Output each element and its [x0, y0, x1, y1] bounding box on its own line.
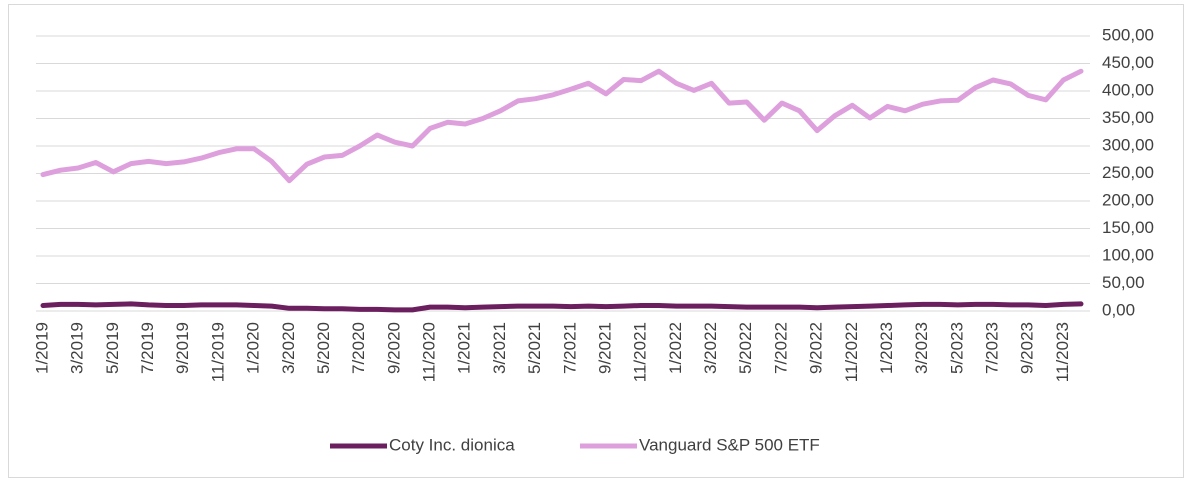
x-tick-label: 1/2022 — [666, 322, 685, 374]
y-tick-label: 450,00 — [1102, 53, 1154, 72]
y-tick-label: 350,00 — [1102, 108, 1154, 127]
x-tick-label: 5/2021 — [525, 322, 544, 374]
x-tick-label: 11/2022 — [842, 322, 861, 382]
x-tick-label: 11/2020 — [420, 322, 439, 382]
x-tick-label: 9/2019 — [173, 322, 192, 374]
x-tick-label: 7/2020 — [349, 322, 368, 374]
x-tick-label: 1/2021 — [455, 322, 474, 374]
y-tick-label: 300,00 — [1102, 135, 1154, 154]
x-tick-label: 3/2022 — [701, 322, 720, 374]
y-tick-label: 100,00 — [1102, 245, 1154, 264]
data-line — [40, 68, 1084, 184]
x-tick-label: 9/2023 — [1018, 322, 1037, 374]
x-tick-label: 1/2023 — [877, 322, 896, 374]
x-tick-label: 11/2023 — [1053, 322, 1072, 382]
legend-label: Vanguard S&P 500 ETF — [639, 435, 820, 454]
y-tick-label: 250,00 — [1102, 163, 1154, 182]
x-tick-label: 9/2021 — [595, 322, 614, 374]
y-tick-label: 500,00 — [1102, 25, 1154, 44]
y-tick-label: 200,00 — [1102, 190, 1154, 209]
y-tick-label: 150,00 — [1102, 218, 1154, 237]
x-tick-label: 7/2023 — [983, 322, 1002, 374]
x-tick-label: 5/2022 — [736, 322, 755, 374]
x-tick-label: 1/2020 — [244, 322, 263, 374]
y-tick-label: 400,00 — [1102, 80, 1154, 99]
x-tick-label: 9/2022 — [807, 322, 826, 374]
x-tick-label: 3/2019 — [68, 322, 87, 374]
x-tick-label: 9/2020 — [384, 322, 403, 374]
x-tick-label: 3/2021 — [490, 322, 509, 374]
x-tick-label: 7/2021 — [560, 322, 579, 374]
x-tick-label: 7/2019 — [138, 322, 157, 374]
x-tick-label: 7/2022 — [771, 322, 790, 374]
y-tick-label: 0,00 — [1102, 300, 1135, 319]
x-tick-label: 3/2023 — [912, 322, 931, 374]
x-tick-label: 11/2021 — [631, 322, 650, 382]
y-tick-label: 50,00 — [1102, 273, 1145, 292]
x-tick-label: 5/2019 — [103, 322, 122, 374]
x-tick-label: 5/2023 — [947, 322, 966, 374]
x-tick-label: 3/2020 — [279, 322, 298, 374]
x-tick-label: 1/2019 — [32, 322, 51, 374]
chart-border — [8, 4, 1184, 478]
data-line — [40, 301, 1084, 313]
x-tick-label: 11/2019 — [208, 322, 227, 382]
legend-label: Coty Inc. dionica — [389, 435, 515, 454]
x-tick-label: 5/2020 — [314, 322, 333, 374]
